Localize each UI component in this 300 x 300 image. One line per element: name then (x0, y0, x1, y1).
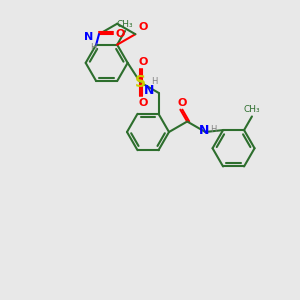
Text: O: O (139, 57, 148, 67)
Text: N: N (84, 32, 94, 43)
Text: H: H (151, 77, 158, 86)
Text: CH₃: CH₃ (244, 105, 260, 114)
Text: H: H (210, 125, 217, 134)
Text: O: O (178, 98, 187, 108)
Text: CH₃: CH₃ (117, 20, 134, 29)
Text: N: N (199, 124, 210, 136)
Text: O: O (138, 22, 148, 32)
Text: O: O (116, 29, 125, 39)
Text: N: N (144, 84, 154, 97)
Text: H: H (90, 44, 97, 52)
Text: S: S (135, 75, 146, 90)
Text: O: O (139, 98, 148, 108)
